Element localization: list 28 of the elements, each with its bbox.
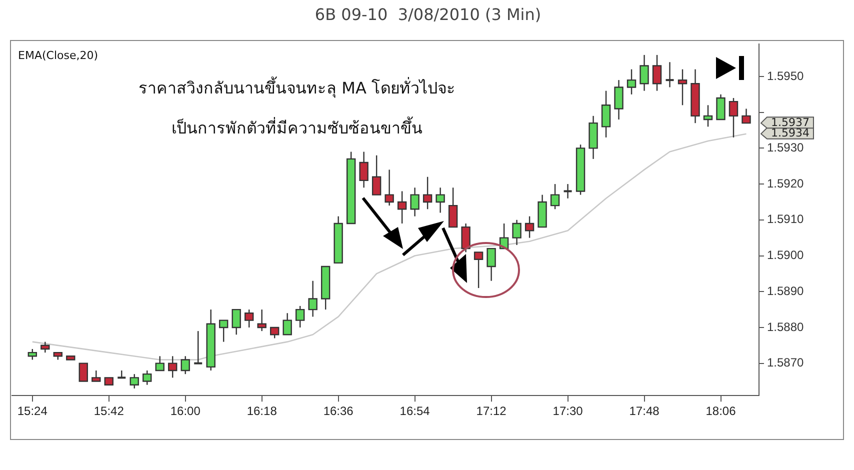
y-tick-label: 1.5950 xyxy=(767,68,804,83)
y-tick-label: 1.5910 xyxy=(767,212,804,226)
candlestick xyxy=(193,330,204,364)
candlestick xyxy=(78,362,88,382)
x-tick-label: 16:54 xyxy=(400,404,430,418)
y-tick-label: 1.5930 xyxy=(767,140,804,154)
x-tick-label: 17:48 xyxy=(629,404,660,418)
y-tick-label: 1.5890 xyxy=(767,284,804,298)
x-tick-label: 18:06 xyxy=(706,404,736,418)
text: 1.5937 xyxy=(771,116,810,129)
candlestick xyxy=(664,62,675,88)
annotation: EMA(Close,20) xyxy=(18,49,98,62)
y-tick-label: 1.5880 xyxy=(767,320,804,334)
chart-title: 6B 09-10 3/08/2010 (3 Min) xyxy=(314,4,542,24)
y-tick-label: 1.5920 xyxy=(767,176,804,190)
text: 1.5934 xyxy=(771,126,810,140)
x-tick-label: 17:12 xyxy=(476,404,507,418)
x-tick-label: 17:30 xyxy=(552,404,584,418)
x-tick-label: 15:42 xyxy=(94,404,124,418)
y-tick-label: 1.5870 xyxy=(767,356,804,370)
y-tick-label: 1.5900 xyxy=(767,248,804,262)
x-tick-label: 15:24 xyxy=(17,404,48,418)
x-tick-label: 16:18 xyxy=(246,404,278,418)
x-tick-label: 16:36 xyxy=(323,404,354,418)
candlestick xyxy=(562,183,573,199)
annotation: เป็นการพักตัวที่มีความซับซ้อนขาขึ้น xyxy=(172,116,422,138)
x-tick-label: 16:00 xyxy=(170,404,201,418)
annotation: ราคาสวิงกลับนานขึ้นจนทะลุ MA โดยทั่วไปจะ xyxy=(138,76,456,98)
